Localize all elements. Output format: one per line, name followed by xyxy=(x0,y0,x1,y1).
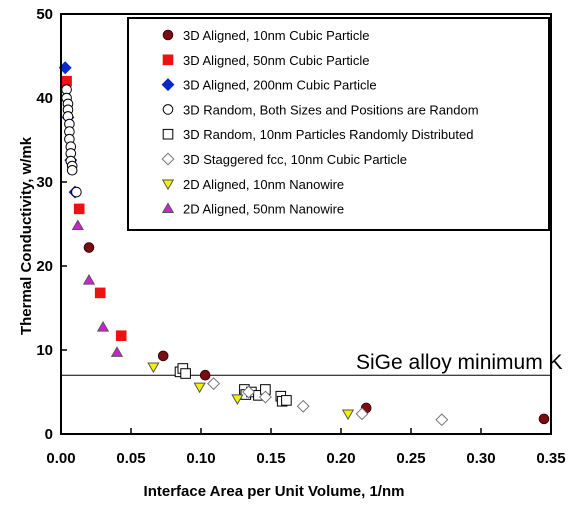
x-tick-label: 0.20 xyxy=(326,450,355,467)
series-6 xyxy=(147,362,355,421)
data-point xyxy=(147,362,160,374)
data-point xyxy=(96,321,110,332)
series-7 xyxy=(71,219,124,357)
data-point xyxy=(355,407,369,421)
y-tick-label: 40 xyxy=(36,90,53,107)
legend-label: 3D Aligned, 200nm Cubic Particle xyxy=(183,78,377,93)
y-tick-label: 30 xyxy=(36,174,53,191)
legend-label: 3D Staggered fcc, 10nm Cubic Particle xyxy=(183,152,407,167)
data-point xyxy=(115,330,127,342)
data-point xyxy=(82,274,96,285)
data-point xyxy=(73,203,85,215)
data-point xyxy=(71,219,84,231)
legend-label: 2D Aligned, 10nm Nanowire xyxy=(183,177,344,192)
x-tick-label: 0.30 xyxy=(466,450,495,467)
reference-line-label: SiGe alloy minimum K xyxy=(356,351,563,374)
data-point xyxy=(435,413,449,427)
data-point xyxy=(71,186,82,198)
data-point xyxy=(231,394,244,405)
data-points xyxy=(58,61,550,427)
data-point xyxy=(258,390,272,404)
legend-label: 3D Random, Both Sizes and Positions are … xyxy=(183,102,479,117)
x-tick-label: 0.15 xyxy=(256,450,285,467)
data-point xyxy=(296,399,310,413)
x-tick-label: 0.10 xyxy=(186,450,215,467)
data-point xyxy=(83,242,95,253)
legend-marker xyxy=(161,202,175,213)
data-point xyxy=(538,413,550,425)
plot-frame xyxy=(60,13,552,435)
legend-marker xyxy=(162,128,174,140)
series-5 xyxy=(207,377,449,427)
data-point xyxy=(193,382,206,394)
legend-marker xyxy=(162,54,174,66)
x-tick-label: 0.35 xyxy=(536,450,565,467)
legend-marker xyxy=(161,179,175,191)
x-tick-label: 0.05 xyxy=(116,450,145,467)
legend-items: 3D Aligned, 10nm Cubic Particle 3D Aligne… xyxy=(161,28,479,217)
legend-marker xyxy=(162,29,174,41)
x-tick-label: 0.00 xyxy=(46,450,75,467)
y-tick-label: 20 xyxy=(36,258,53,275)
legend-marker xyxy=(162,104,174,115)
x-axis-ticks: 0.00 0.05 0.10 0.15 0.20 0.25 0.30 0.35 xyxy=(46,428,566,467)
legend-label: 2D Aligned, 50nm Nanowire xyxy=(183,202,344,217)
data-point xyxy=(94,287,106,299)
data-point xyxy=(207,377,221,391)
series-3 xyxy=(61,84,82,198)
legend-label: 3D Random, 10nm Particles Randomly Distr… xyxy=(183,127,473,142)
legend: 3D Aligned, 10nm Cubic Particle 3D Aligne… xyxy=(127,17,550,231)
legend-label: 3D Aligned, 10nm Cubic Particle xyxy=(183,28,369,43)
data-point xyxy=(157,350,169,362)
data-point xyxy=(199,369,211,381)
data-point xyxy=(242,385,256,399)
legend-label: 3D Aligned, 50nm Cubic Particle xyxy=(183,53,369,68)
data-point xyxy=(66,164,78,176)
data-point xyxy=(110,346,124,357)
y-tick-label: 0 xyxy=(45,426,53,443)
x-axis-title: Interface Area per Unit Volume, 1/nm xyxy=(144,483,405,500)
data-point xyxy=(341,409,355,421)
y-tick-label: 10 xyxy=(36,342,53,359)
x-tick-label: 0.25 xyxy=(396,450,425,467)
y-axis-title: Thermal Conductivity, w/mk xyxy=(18,136,35,335)
legend-box xyxy=(127,17,550,231)
legend-marker xyxy=(161,152,175,166)
legend-marker xyxy=(161,78,175,92)
y-tick-label: 50 xyxy=(36,6,53,23)
data-point xyxy=(281,395,292,406)
data-point xyxy=(180,368,191,379)
